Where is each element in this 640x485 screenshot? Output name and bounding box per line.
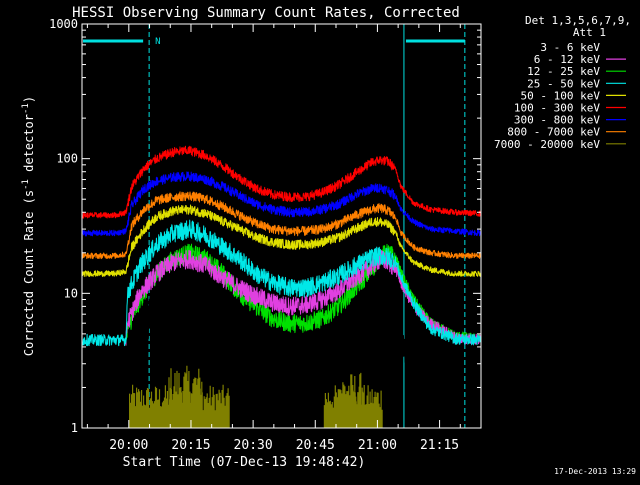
series-line-7 — [81, 191, 482, 260]
x-axis-label: Start Time (07-Dec-13 19:48:42) — [123, 455, 366, 470]
legend-header-line-1: Det 1,3,5,6,7,9, — [525, 14, 631, 27]
series-line-6 — [81, 171, 482, 237]
series-8-burst-3 — [338, 372, 365, 428]
footer-timestamp: 17-Dec-2013 13:29 — [554, 467, 636, 476]
legend-label-3: 25 - 50 keV — [527, 77, 600, 90]
y-label-sup-1: -1 — [21, 179, 31, 190]
x-tick-label-4: 21:00 — [358, 438, 397, 453]
chart-title: HESSI Observing Summary Count Rates, Cor… — [72, 5, 460, 21]
legend-label-0: 3 - 6 keV — [540, 41, 600, 54]
x-tick-label-2: 20:30 — [234, 438, 273, 453]
series-line-4 — [81, 204, 482, 277]
x-tick-label-1: 20:15 — [171, 438, 210, 453]
legend-label-1: 6 - 12 keV — [534, 53, 601, 66]
plot-frame — [81, 23, 482, 429]
x-tick-label-5: 21:15 — [420, 438, 459, 453]
series-line-3 — [81, 219, 482, 347]
y-axis-label: Corrected Count Rate (s-1 detector-1) — [21, 96, 36, 356]
night-marker-label: N — [155, 37, 160, 47]
axes: 1 10 100 1000 20:00 20:15 20:30 20:45 21:00 21:15 — [49, 17, 482, 453]
y-tick-label-0: 1 — [71, 421, 78, 435]
series-line-5 — [81, 145, 482, 219]
x-tick-label-3: 20:45 — [296, 438, 335, 453]
y-tick-label-1: 10 — [64, 286, 78, 300]
legend-label-5: 100 - 300 keV — [514, 102, 600, 115]
legend-label-7: 800 - 7000 keV — [507, 126, 600, 139]
legend-label-8: 7000 - 20000 keV — [494, 138, 600, 151]
y-tick-label-2: 100 — [56, 152, 78, 166]
legend-header-line-2: Att 1 — [573, 26, 606, 39]
legend-label-2: 12 - 25 keV — [527, 65, 600, 78]
series-line-0 — [81, 271, 410, 429]
x-tick-label-0: 20:00 — [109, 438, 148, 453]
y-tick-label-3: 1000 — [49, 17, 78, 31]
y-label-main: Corrected Count Rate (s — [22, 190, 36, 356]
y-label-end: ) — [22, 96, 36, 103]
plot-area: N — [81, 24, 482, 429]
legend-label-6: 300 - 800 keV — [514, 114, 600, 127]
series-8-burst-1 — [168, 365, 203, 428]
y-label-sup-2: -1 — [21, 103, 31, 114]
y-label-mid: detector — [22, 114, 36, 179]
legend-label-4: 50 - 100 keV — [521, 89, 601, 102]
